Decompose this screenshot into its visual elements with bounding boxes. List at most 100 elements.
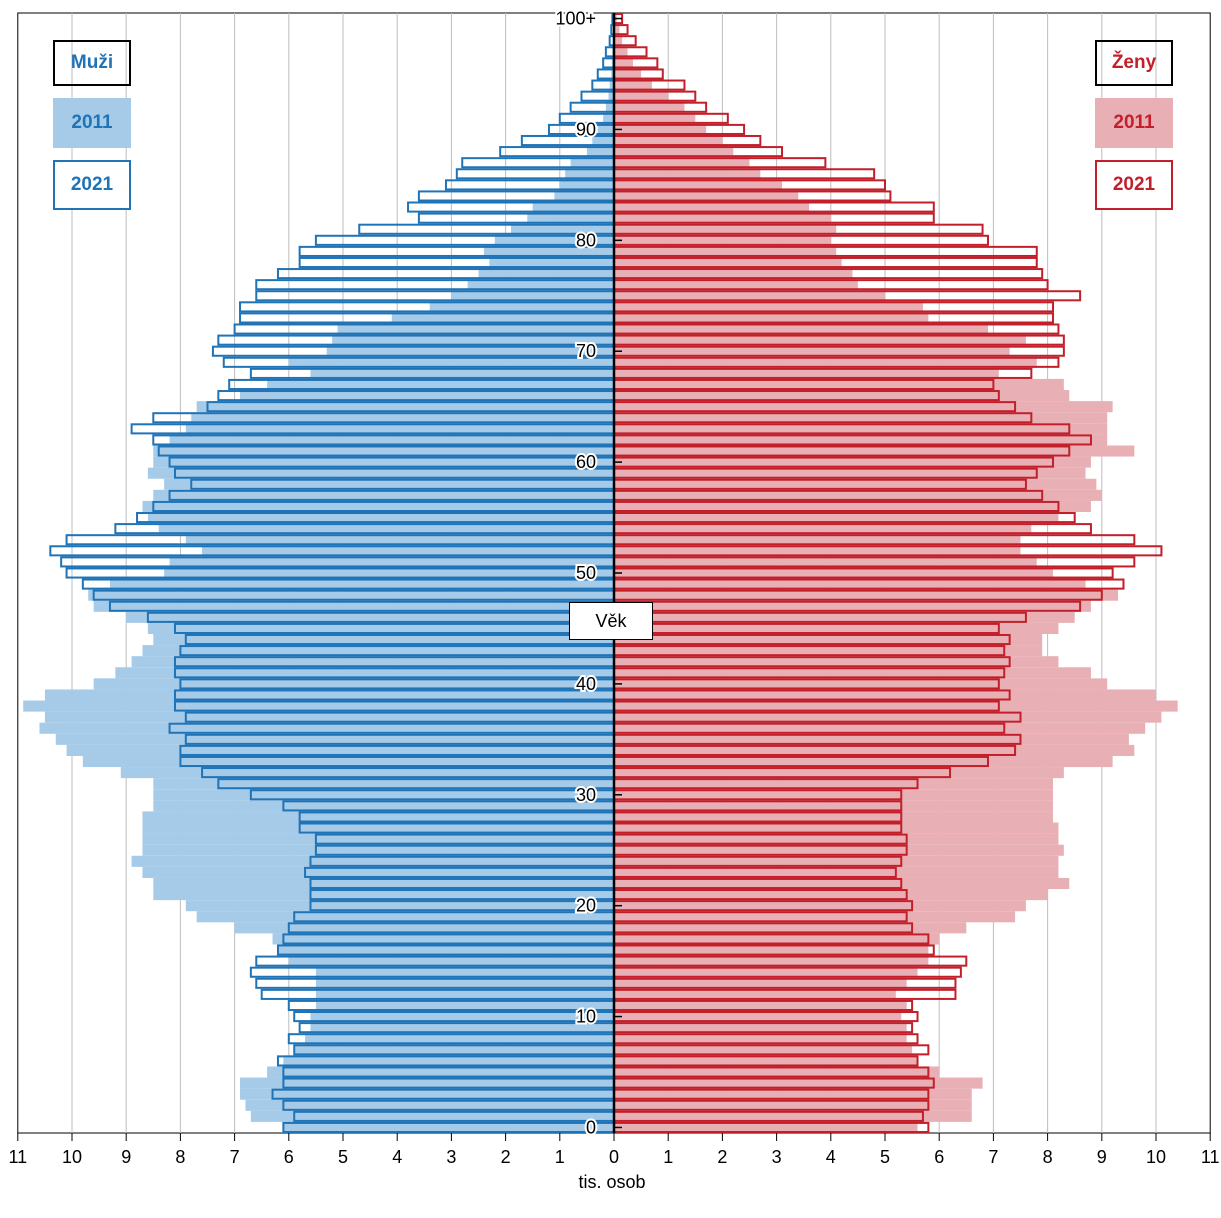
bar-male-2011 (277, 944, 614, 956)
bar-male-2011 (467, 279, 614, 291)
bar-female-2011 (614, 390, 1070, 402)
bar-female-2011 (614, 334, 1026, 346)
bar-female-2011 (614, 456, 1091, 468)
bar-male-2011 (153, 877, 615, 890)
bar-female-2011 (614, 900, 1026, 912)
bar-female-2011 (614, 1088, 972, 1100)
bar-male-2011 (332, 334, 614, 346)
legend-female-title: Ženy (1095, 40, 1173, 86)
bar-female-2011 (614, 378, 1064, 391)
bar-female-2011 (614, 123, 707, 135)
bar-female-2011 (614, 733, 1129, 745)
bar-female-2011 (614, 922, 967, 934)
bar-female-2011 (614, 822, 1059, 834)
bar-male-2011 (245, 1099, 614, 1111)
y-tick-label: 100+ (555, 9, 596, 29)
bar-female-2011 (614, 589, 1119, 601)
bar-male-2011 (142, 866, 614, 878)
legend-female-2021: 2021 (1095, 160, 1173, 210)
bar-female-2011 (614, 578, 1086, 590)
bar-male-2011 (39, 722, 615, 734)
bar-male-2011 (234, 922, 614, 934)
bar-male-2011 (337, 323, 614, 335)
bar-male-2011 (511, 223, 614, 235)
bar-male-2011 (82, 755, 615, 768)
bar-male-2011 (267, 1066, 614, 1078)
bar-male-2011 (288, 955, 614, 967)
bar-female-2011 (614, 789, 1054, 801)
x-tick-label: 3 (446, 1147, 456, 1167)
bar-female-2011 (614, 434, 1108, 446)
bar-male-2011 (267, 378, 614, 391)
bars-2021 (49, 13, 1163, 1133)
bar-male-2011 (164, 478, 614, 490)
bar-male-2011 (315, 999, 614, 1012)
bar-female-2011 (614, 1022, 907, 1034)
bar-male-2011 (185, 423, 614, 435)
x-tick-label: 10 (1146, 1147, 1166, 1167)
bar-male-2011 (131, 855, 614, 867)
bar-male-2011 (196, 911, 614, 923)
x-tick-label: 5 (338, 1147, 348, 1167)
bar-female-2011 (614, 567, 1054, 579)
bar-female-2011 (614, 600, 1091, 612)
bar-male-2011 (142, 645, 614, 657)
axis-labels: 11 10 9 8 7 6 5 4 3 2 1 0 1 2 3 4 5 6 7 8 9 10 110102030405060… (8, 7, 1219, 1167)
bar-male-2011 (153, 889, 615, 901)
bar-female-2011 (614, 622, 1059, 634)
x-tick-label: 11 (8, 1147, 27, 1167)
bar-male-2011 (451, 290, 614, 302)
bar-female-2011 (614, 489, 1102, 501)
bar-female-2011 (614, 534, 1021, 546)
bar-male-2011 (250, 1110, 615, 1122)
bar-male-2011 (554, 190, 614, 202)
bar-male-2011 (44, 711, 614, 723)
bar-male-2011 (23, 700, 615, 712)
bar-male-2011 (153, 445, 615, 457)
bar-female-2011 (614, 57, 633, 69)
x-axis-title: tis. osob (578, 1172, 646, 1192)
bar-female-2011 (614, 944, 929, 956)
bar-female-2011 (614, 545, 1021, 557)
bar-female-2011 (614, 101, 685, 113)
bar-female-2011 (614, 356, 1037, 368)
bar-male-2011 (169, 434, 614, 446)
bar-female-2011 (614, 955, 929, 967)
bar-female-2011 (614, 678, 1108, 690)
bar-female-2011 (614, 345, 1010, 357)
bar-female-2011 (614, 1066, 940, 1078)
bar-male-2011 (202, 545, 614, 557)
age-axis-label: Věk (569, 602, 653, 640)
bar-male-2011 (391, 312, 614, 324)
y-tick-label: 60 (576, 452, 596, 472)
bar-female-2011 (614, 256, 842, 269)
bar-female-2011 (614, 689, 1156, 701)
bar-female-2011 (614, 811, 1054, 823)
bar-female-2011 (614, 711, 1162, 723)
y-tick-label: 50 (576, 563, 596, 583)
bar-male-2011 (153, 489, 615, 501)
x-tick-label: 3 (772, 1147, 782, 1167)
bar-male-2011 (315, 988, 614, 1000)
bar-female-2011 (614, 46, 628, 58)
bar-female-2011 (614, 633, 1043, 646)
bar-male-2011 (315, 977, 614, 989)
bar-female-2011 (614, 966, 918, 978)
y-tick-label: 40 (576, 674, 596, 694)
bar-female-2011 (614, 168, 761, 180)
bar-male-2011 (169, 556, 614, 568)
y-tick-label: 80 (576, 230, 596, 250)
bar-male-2011 (153, 633, 615, 646)
bar-female-2011 (614, 201, 810, 213)
bar-female-2011 (614, 500, 1091, 513)
bar-male-2011 (288, 356, 614, 368)
bar-male-2011 (310, 1022, 614, 1034)
legend-male-2021: 2021 (53, 160, 131, 210)
y-tick-label: 90 (576, 119, 596, 139)
bar-male-2011 (191, 412, 615, 424)
bar-female-2011 (614, 1055, 918, 1067)
bar-female-2011 (614, 268, 853, 280)
bar-male-2011 (142, 500, 614, 513)
bar-male-2011 (153, 778, 615, 790)
bar-female-2011 (614, 877, 1070, 890)
